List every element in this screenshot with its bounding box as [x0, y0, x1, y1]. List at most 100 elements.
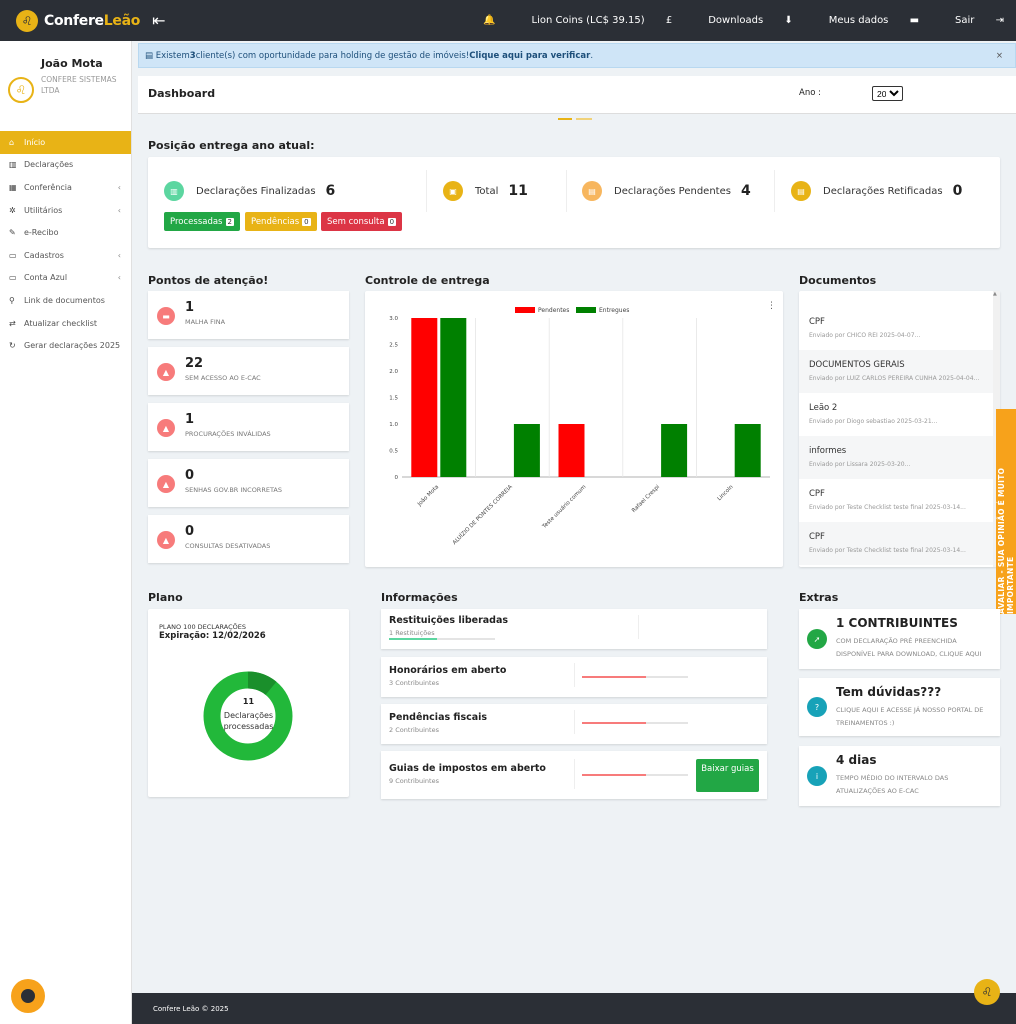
bar-entregues[interactable]: [661, 424, 688, 477]
sidebar-item-6[interactable]: ▭ Conta Azul ‹: [0, 267, 131, 290]
link-icon: ⚲: [9, 295, 15, 305]
atencao-value: 0: [185, 468, 195, 483]
lion-coins-link[interactable]: Lion Coins (LC$ 39.15) £: [514, 15, 673, 26]
sidebar-item-9[interactable]: ↻ Gerar declarações 2025: [0, 334, 131, 357]
atencao-card[interactable]: ▬ 1 MALHA FINA: [148, 291, 349, 339]
document-item[interactable]: CPF Enviado por Teste Checklist teste fin…: [799, 479, 993, 522]
info-restituicoes[interactable]: Restituições liberadas 1 Restituições: [381, 609, 767, 649]
bar-entregues[interactable]: [440, 318, 467, 477]
chat-button[interactable]: [11, 979, 45, 1013]
year-select[interactable]: 2025: [872, 86, 903, 101]
donut-used: [203, 671, 293, 761]
question-icon: ?: [807, 697, 827, 717]
sidebar-item-1[interactable]: ▥ Declarações: [0, 154, 131, 177]
tag-count: 0: [302, 217, 311, 226]
stat-label: Declarações Retificadas: [823, 185, 943, 197]
x-tick-label: Rafael Crespi: [631, 484, 661, 514]
progress-bar: [582, 774, 688, 776]
sidebar-item-7[interactable]: ⚲ Link de documentos: [0, 289, 131, 312]
y-tick-label: 1.0: [389, 422, 398, 428]
extra-title: Tem dúvidas???: [836, 685, 942, 699]
info-pendencias-fiscais[interactable]: Pendências fiscais 2 Contribuintes: [381, 704, 767, 744]
sidebar-item-5[interactable]: ▭ Cadastros ‹: [0, 244, 131, 267]
extra-duvidas[interactable]: ? Tem dúvidas??? CLIQUE AQUI E ACESSE JÁ…: [799, 678, 1000, 736]
atencao-label: PROCURAÇÕES INVÁLIDAS: [185, 430, 271, 438]
stat-value: 6: [325, 183, 336, 199]
document-item[interactable]: Leão 2 Enviado por Diogo sebastiao 2025-0…: [799, 393, 993, 436]
document-detail: Enviado por CHICO REI 2025-04-07...: [809, 332, 921, 339]
document-item[interactable]: DOCUMENTOS GERAIS Enviado por LUIZ CARLOS…: [799, 350, 993, 393]
loader-bar: [576, 118, 592, 120]
stat-pendentes[interactable]: ▤ Declarações Pendentes 4: [582, 181, 751, 201]
sidebar-item-4[interactable]: ✎ e-Recibo: [0, 221, 131, 244]
sidebar-menu: ⌂ Início ▥ Declarações ▦ Conferência ‹ ✲ Utilitá…: [0, 131, 131, 357]
chart-menu-icon[interactable]: ⋮: [767, 301, 776, 311]
atencao-card[interactable]: ▲ 1 PROCURAÇÕES INVÁLIDAS: [148, 403, 349, 451]
section-title-posicao: Posição entrega ano atual:: [148, 139, 315, 152]
y-tick-label: 1.5: [389, 396, 398, 402]
alert-text: cliente(s) com oportunidade para holding…: [195, 50, 470, 61]
atencao-card[interactable]: ▲ 0 SENHAS GOV.BR INCORRETAS: [148, 459, 349, 507]
plano-donut: [203, 671, 293, 761]
atencao-card[interactable]: ▲ 0 CONSULTAS DESATIVADAS: [148, 515, 349, 563]
info-sub: 1 Restituições: [389, 629, 435, 637]
bar-entregues[interactable]: [734, 424, 761, 477]
brand-logo[interactable]: ♌ Confere Leão: [16, 9, 140, 32]
meus-dados-link[interactable]: Meus dados ▬: [811, 15, 919, 26]
meus-dados-label: Meus dados: [828, 15, 889, 26]
sidebar-item-label: Gerar declarações 2025: [24, 341, 121, 351]
legend-label: Pendentes: [538, 307, 569, 314]
sidebar-item-label: e-Recibo: [24, 228, 59, 238]
atencao-label: MALHA FINA: [185, 318, 226, 326]
stat-retificadas[interactable]: ▤ Declarações Retificadas 0: [791, 181, 962, 201]
section-title-extras: Extras: [799, 591, 839, 604]
menu-toggle-icon[interactable]: ⇤: [152, 11, 166, 30]
close-icon[interactable]: ×: [995, 50, 1003, 61]
atencao-label: SEM ACESSO AO E-CAC: [185, 374, 261, 382]
document-item[interactable]: CPF Enviado por CHICO REI 2025-04-07...: [799, 307, 993, 350]
sair-link[interactable]: Sair ⇥: [937, 15, 1004, 26]
info-title: Restituições liberadas: [389, 615, 509, 626]
pound-icon: £: [665, 15, 673, 26]
user-name: João Mota: [41, 57, 103, 70]
sidebar-item-2[interactable]: ▦ Conferência ‹: [0, 176, 131, 199]
downloads-label: Downloads: [708, 15, 764, 26]
pendencias-button[interactable]: Pendências 0: [245, 212, 317, 231]
bar-pendentes[interactable]: [558, 424, 585, 477]
y-tick-label: 0: [395, 475, 399, 481]
extra-intervalo[interactable]: i 4 dias TEMPO MÉDIO DO INTERVALO DAS AT…: [799, 746, 1000, 806]
info-title: Pendências fiscais: [389, 712, 488, 723]
posicao-card: [148, 157, 1000, 248]
atencao-card[interactable]: ▲ 22 SEM ACESSO AO E-CAC: [148, 347, 349, 395]
extra-contribuintes[interactable]: ➚ 1 CONTRIBUINTES COM DECLARAÇÃO PRÉ PRE…: [799, 609, 1000, 669]
top-nav: 🔔 Lion Coins (LC$ 39.15) £ Downloads ⬇ M…: [465, 0, 1004, 41]
chart-card: Pendentes Entregues ⋮ 0 0.5 1.0 1.5 2.0 2.5 3.0 Jo…: [365, 291, 783, 567]
info-honorarios[interactable]: Honorários em aberto 3 Contribuintes: [381, 657, 767, 697]
document-item[interactable]: CPF Enviado por Teste Checklist teste fin…: [799, 522, 993, 565]
stat-label: Total: [475, 185, 499, 197]
baixar-guias-button[interactable]: Baixar guias: [696, 759, 759, 792]
sidebar-item-0[interactable]: ⌂ Início: [0, 131, 131, 154]
downloads-link[interactable]: Downloads ⬇: [690, 15, 793, 26]
scroll-up-icon[interactable]: ▲: [993, 291, 997, 297]
sidebar-item-3[interactable]: ✲ Utilitários ‹: [0, 199, 131, 222]
sidebar-item-label: Declarações: [24, 160, 74, 170]
feedback-tab[interactable]: AVALIAR - SUA OPINIÃO É MUITO IMPORTANTE: [996, 409, 1016, 614]
stat-finalizadas[interactable]: ▥ Declarações Finalizadas 6: [164, 181, 335, 201]
stat-total[interactable]: ▣ Total 11: [443, 181, 528, 201]
alert-link[interactable]: Clique aqui para verificar: [469, 50, 591, 61]
bar-entregues[interactable]: [513, 424, 540, 477]
bar-pendentes[interactable]: [411, 318, 438, 477]
atencao-label: CONSULTAS DESATIVADAS: [185, 542, 271, 550]
lion-mascot-button[interactable]: ♌: [974, 979, 1000, 1005]
document-detail: Enviado por Lissara 2025-03-20...: [809, 461, 911, 468]
processadas-button[interactable]: Processadas 2: [164, 212, 240, 231]
donut-center-number: 11: [242, 697, 255, 706]
document-item[interactable]: informes Enviado por Lissara 2025-03-20..…: [799, 436, 993, 479]
sidebar-item-label: Atualizar checklist: [24, 318, 97, 328]
sidebar-item-8[interactable]: ⇄ Atualizar checklist: [0, 312, 131, 335]
chevron-left-icon: ‹: [117, 205, 121, 215]
sem-consulta-button[interactable]: Sem consulta 0: [321, 212, 403, 231]
bell-icon[interactable]: 🔔: [483, 15, 496, 26]
atencao-value: 1: [185, 300, 195, 315]
